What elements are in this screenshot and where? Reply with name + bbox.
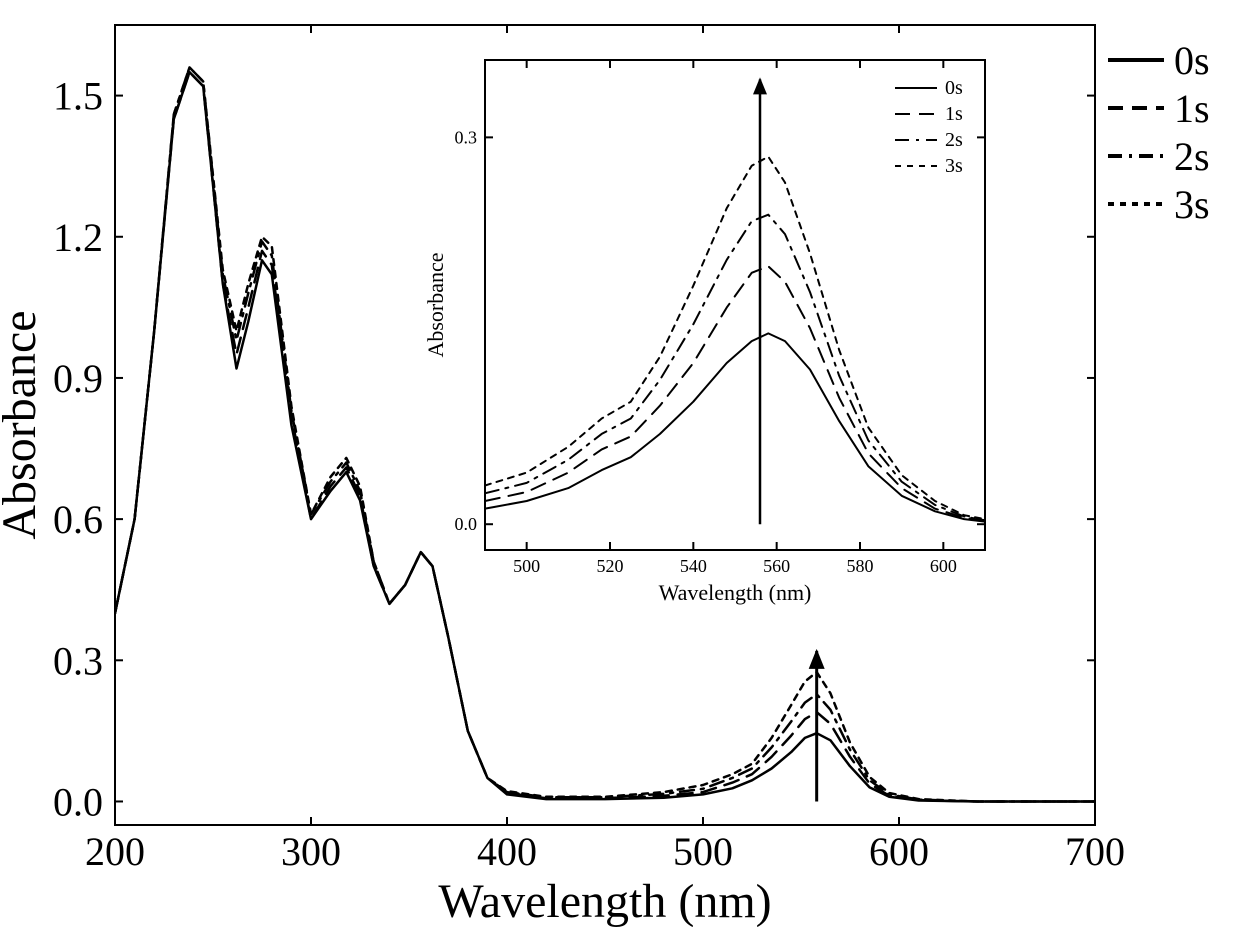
main-xtick-label: 500 (673, 829, 733, 874)
inset-xtick-label: 560 (763, 556, 790, 576)
inset-xtick-label: 540 (680, 556, 707, 576)
main-ytick-label: 0.3 (53, 638, 103, 683)
main-xtick-label: 600 (869, 829, 929, 874)
inset-xtick-label: 600 (930, 556, 957, 576)
main-ylabel: Absorbance (0, 310, 46, 539)
legend-main: 0s1s2s3s (1108, 38, 1210, 227)
inset-xtick-label: 580 (847, 556, 874, 576)
inset-xtick-label: 500 (513, 556, 540, 576)
legend-inset-label-2s: 2s (945, 129, 963, 151)
main-xtick-label: 200 (85, 829, 145, 874)
main-ytick-label: 0.0 (53, 779, 103, 824)
legend-inset-label-3s: 3s (945, 155, 963, 177)
inset-ytick-label: 0.3 (455, 127, 478, 147)
legend-inset-label-1s: 1s (945, 103, 963, 125)
legend-main-label-0s: 0s (1174, 38, 1210, 83)
legend-main-label-3s: 3s (1174, 182, 1210, 227)
legend-main-label-1s: 1s (1174, 86, 1210, 131)
legend-main-label-2s: 2s (1174, 134, 1210, 179)
main-xtick-label: 700 (1065, 829, 1125, 874)
spectrum-figure: 200 300 400 500 600 700 0.0 0.3 0.6 0.9 1.2 1.5 Wave… (0, 0, 1239, 927)
inset-xlabel: Wavelength (nm) (659, 580, 812, 605)
inset-panel: 500 520 540 560 580 600 0.0 0.3 Wavelength (nm) A… (423, 60, 985, 605)
main-ytick-label: 1.5 (53, 74, 103, 119)
inset-ytick-label: 0.0 (455, 514, 478, 534)
inset-xtick-label: 520 (597, 556, 624, 576)
legend-inset-label-0s: 0s (945, 77, 963, 99)
main-xlabel: Wavelength (nm) (438, 875, 771, 927)
main-ytick-label: 1.2 (53, 215, 103, 260)
main-xtick-label: 300 (281, 829, 341, 874)
main-ytick-label: 0.6 (53, 497, 103, 542)
main-ytick-label: 0.9 (53, 356, 103, 401)
inset-ylabel: Absorbance (423, 252, 448, 357)
main-xtick-label: 400 (477, 829, 537, 874)
